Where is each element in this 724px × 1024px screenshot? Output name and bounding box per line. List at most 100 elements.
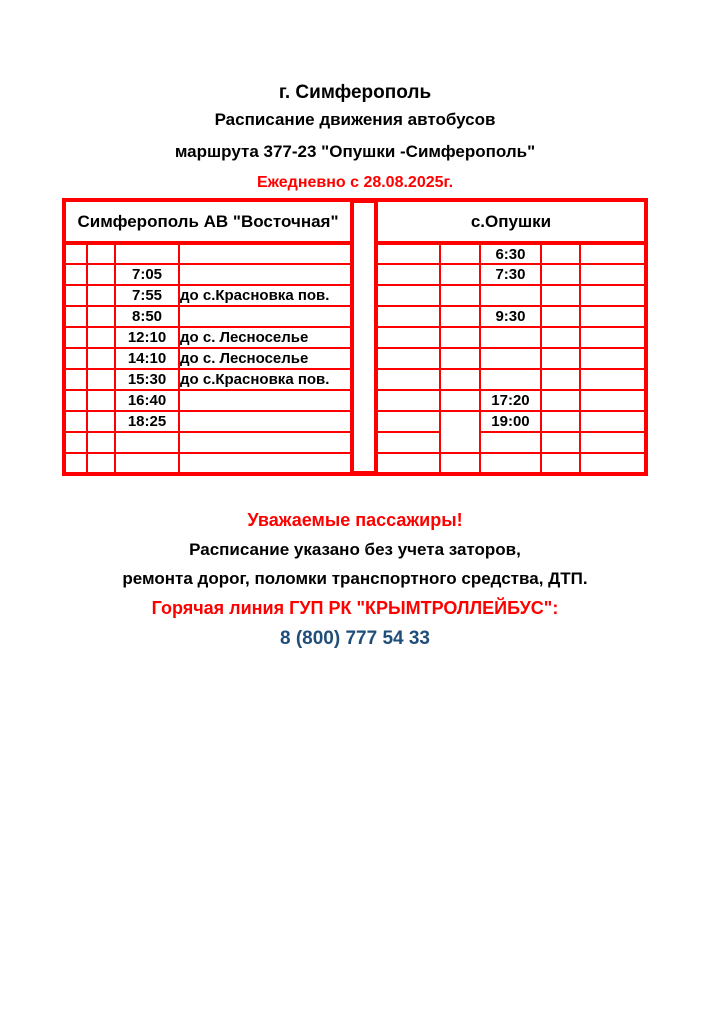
- empty-cell: [86, 452, 116, 475]
- empty-cell: [438, 389, 481, 412]
- note-cell: [177, 431, 354, 454]
- time-cell: [478, 431, 542, 454]
- empty-cell: [63, 263, 88, 286]
- empty-cell: [578, 368, 648, 391]
- hotline-label: Горячая линия ГУП РК "КРЫМТРОЛЛЕЙБУС":: [151, 598, 559, 618]
- schedule-row: [374, 347, 648, 370]
- time-cell: 18:25: [114, 410, 180, 433]
- schedule-row: 19:00: [374, 410, 648, 454]
- disclaimer-line-1: Расписание указано без учета заторов,: [189, 540, 521, 559]
- empty-cell: [63, 389, 88, 412]
- note-cell: до с. Лесноселье: [177, 347, 354, 370]
- schedule-row: 9:30: [374, 305, 648, 328]
- empty-cell: [86, 326, 116, 349]
- schedule-row: [374, 368, 648, 391]
- note-cell: [177, 305, 354, 328]
- hotline-phone-number: 8 (800) 777 54 33: [279, 628, 430, 649]
- empty-cell: [374, 284, 441, 307]
- time-cell: [478, 452, 542, 475]
- merged-cell: [438, 410, 481, 454]
- empty-cell: [374, 410, 441, 433]
- empty-cell: [86, 305, 116, 328]
- empty-cell: [86, 389, 116, 412]
- empty-cell: [539, 242, 581, 265]
- schedule-row: [374, 431, 648, 454]
- table-header-row: Симферополь АВ "Восточная": [62, 199, 354, 245]
- time-cell: 15:30: [114, 368, 180, 391]
- empty-cell: [539, 410, 581, 433]
- left-table-title: Симферополь АВ "Восточная": [62, 199, 354, 245]
- schedule-row: [63, 452, 354, 475]
- empty-cell: [63, 410, 88, 433]
- empty-cell: [374, 305, 441, 328]
- empty-cell: [578, 389, 648, 412]
- city-title: г. Симферополь: [278, 82, 432, 103]
- empty-cell: [539, 389, 581, 412]
- schedule-row: [374, 326, 648, 349]
- empty-cell: [438, 368, 481, 391]
- note-cell: [177, 389, 354, 412]
- schedule-row: 7:55 до с.Красновка пов.: [63, 284, 354, 307]
- schedule-row: [63, 431, 354, 454]
- time-cell: [478, 368, 542, 391]
- table-header-row: с.Опушки: [374, 199, 648, 245]
- empty-cell: [438, 326, 481, 349]
- empty-cell: [86, 368, 116, 391]
- empty-cell: [63, 305, 88, 328]
- note-cell: [177, 452, 354, 475]
- time-cell: 7:05: [114, 263, 180, 286]
- validity-note: Ежедневно с 28.08.2025г.: [256, 174, 454, 191]
- schedule-row: 18:25: [63, 410, 354, 433]
- empty-cell: [63, 347, 88, 370]
- empty-cell: [539, 263, 581, 286]
- note-cell: до с.Красновка пов.: [177, 284, 354, 307]
- time-cell: [478, 326, 542, 349]
- schedule-tables: Симферополь АВ "Восточная" 7:05 7:55 до с…: [62, 198, 648, 476]
- time-cell: [478, 347, 542, 370]
- empty-cell: [86, 410, 116, 433]
- note-cell: до с. Лесноселье: [177, 326, 354, 349]
- empty-cell: [63, 242, 88, 265]
- note-cell: [177, 242, 354, 265]
- schedule-row: [374, 284, 648, 307]
- empty-cell: [578, 347, 648, 370]
- empty-cell: [374, 452, 441, 475]
- empty-cell: [374, 431, 441, 454]
- empty-cell: [578, 284, 648, 307]
- empty-cell: [578, 263, 648, 286]
- departure-table-simferopol: Симферополь АВ "Восточная" 7:05 7:55 до с…: [62, 198, 355, 476]
- empty-cell: [374, 326, 441, 349]
- empty-cell: [63, 452, 88, 475]
- route-title: маршрута 377-23 "Опушки -Симферополь": [174, 142, 536, 161]
- schedule-row: 7:05: [63, 263, 354, 286]
- empty-cell: [578, 242, 648, 265]
- schedule-row: [374, 452, 648, 475]
- time-cell: [478, 284, 542, 307]
- empty-cell: [578, 410, 648, 433]
- empty-cell: [374, 347, 441, 370]
- passengers-greeting: Уважаемые пассажиры!: [247, 510, 463, 530]
- time-cell: 9:30: [478, 305, 542, 328]
- empty-cell: [86, 347, 116, 370]
- empty-cell: [539, 305, 581, 328]
- empty-cell: [63, 431, 88, 454]
- document-footer: Уважаемые пассажиры! Расписание указано …: [62, 510, 648, 650]
- schedule-row: 6:30: [374, 242, 648, 265]
- empty-cell: [539, 326, 581, 349]
- time-cell: 14:10: [114, 347, 180, 370]
- table-gap-spacer: [354, 198, 374, 476]
- empty-cell: [63, 368, 88, 391]
- time-cell: 7:30: [478, 263, 542, 286]
- time-cell: [114, 452, 180, 475]
- schedule-row: 7:30: [374, 263, 648, 286]
- empty-cell: [578, 431, 648, 454]
- schedule-row: [63, 242, 354, 265]
- time-cell: 8:50: [114, 305, 180, 328]
- empty-cell: [539, 347, 581, 370]
- empty-cell: [374, 368, 441, 391]
- note-cell: до с.Красновка пов.: [177, 368, 354, 391]
- right-table-title: с.Опушки: [374, 199, 648, 245]
- empty-cell: [539, 284, 581, 307]
- time-cell: [114, 242, 180, 265]
